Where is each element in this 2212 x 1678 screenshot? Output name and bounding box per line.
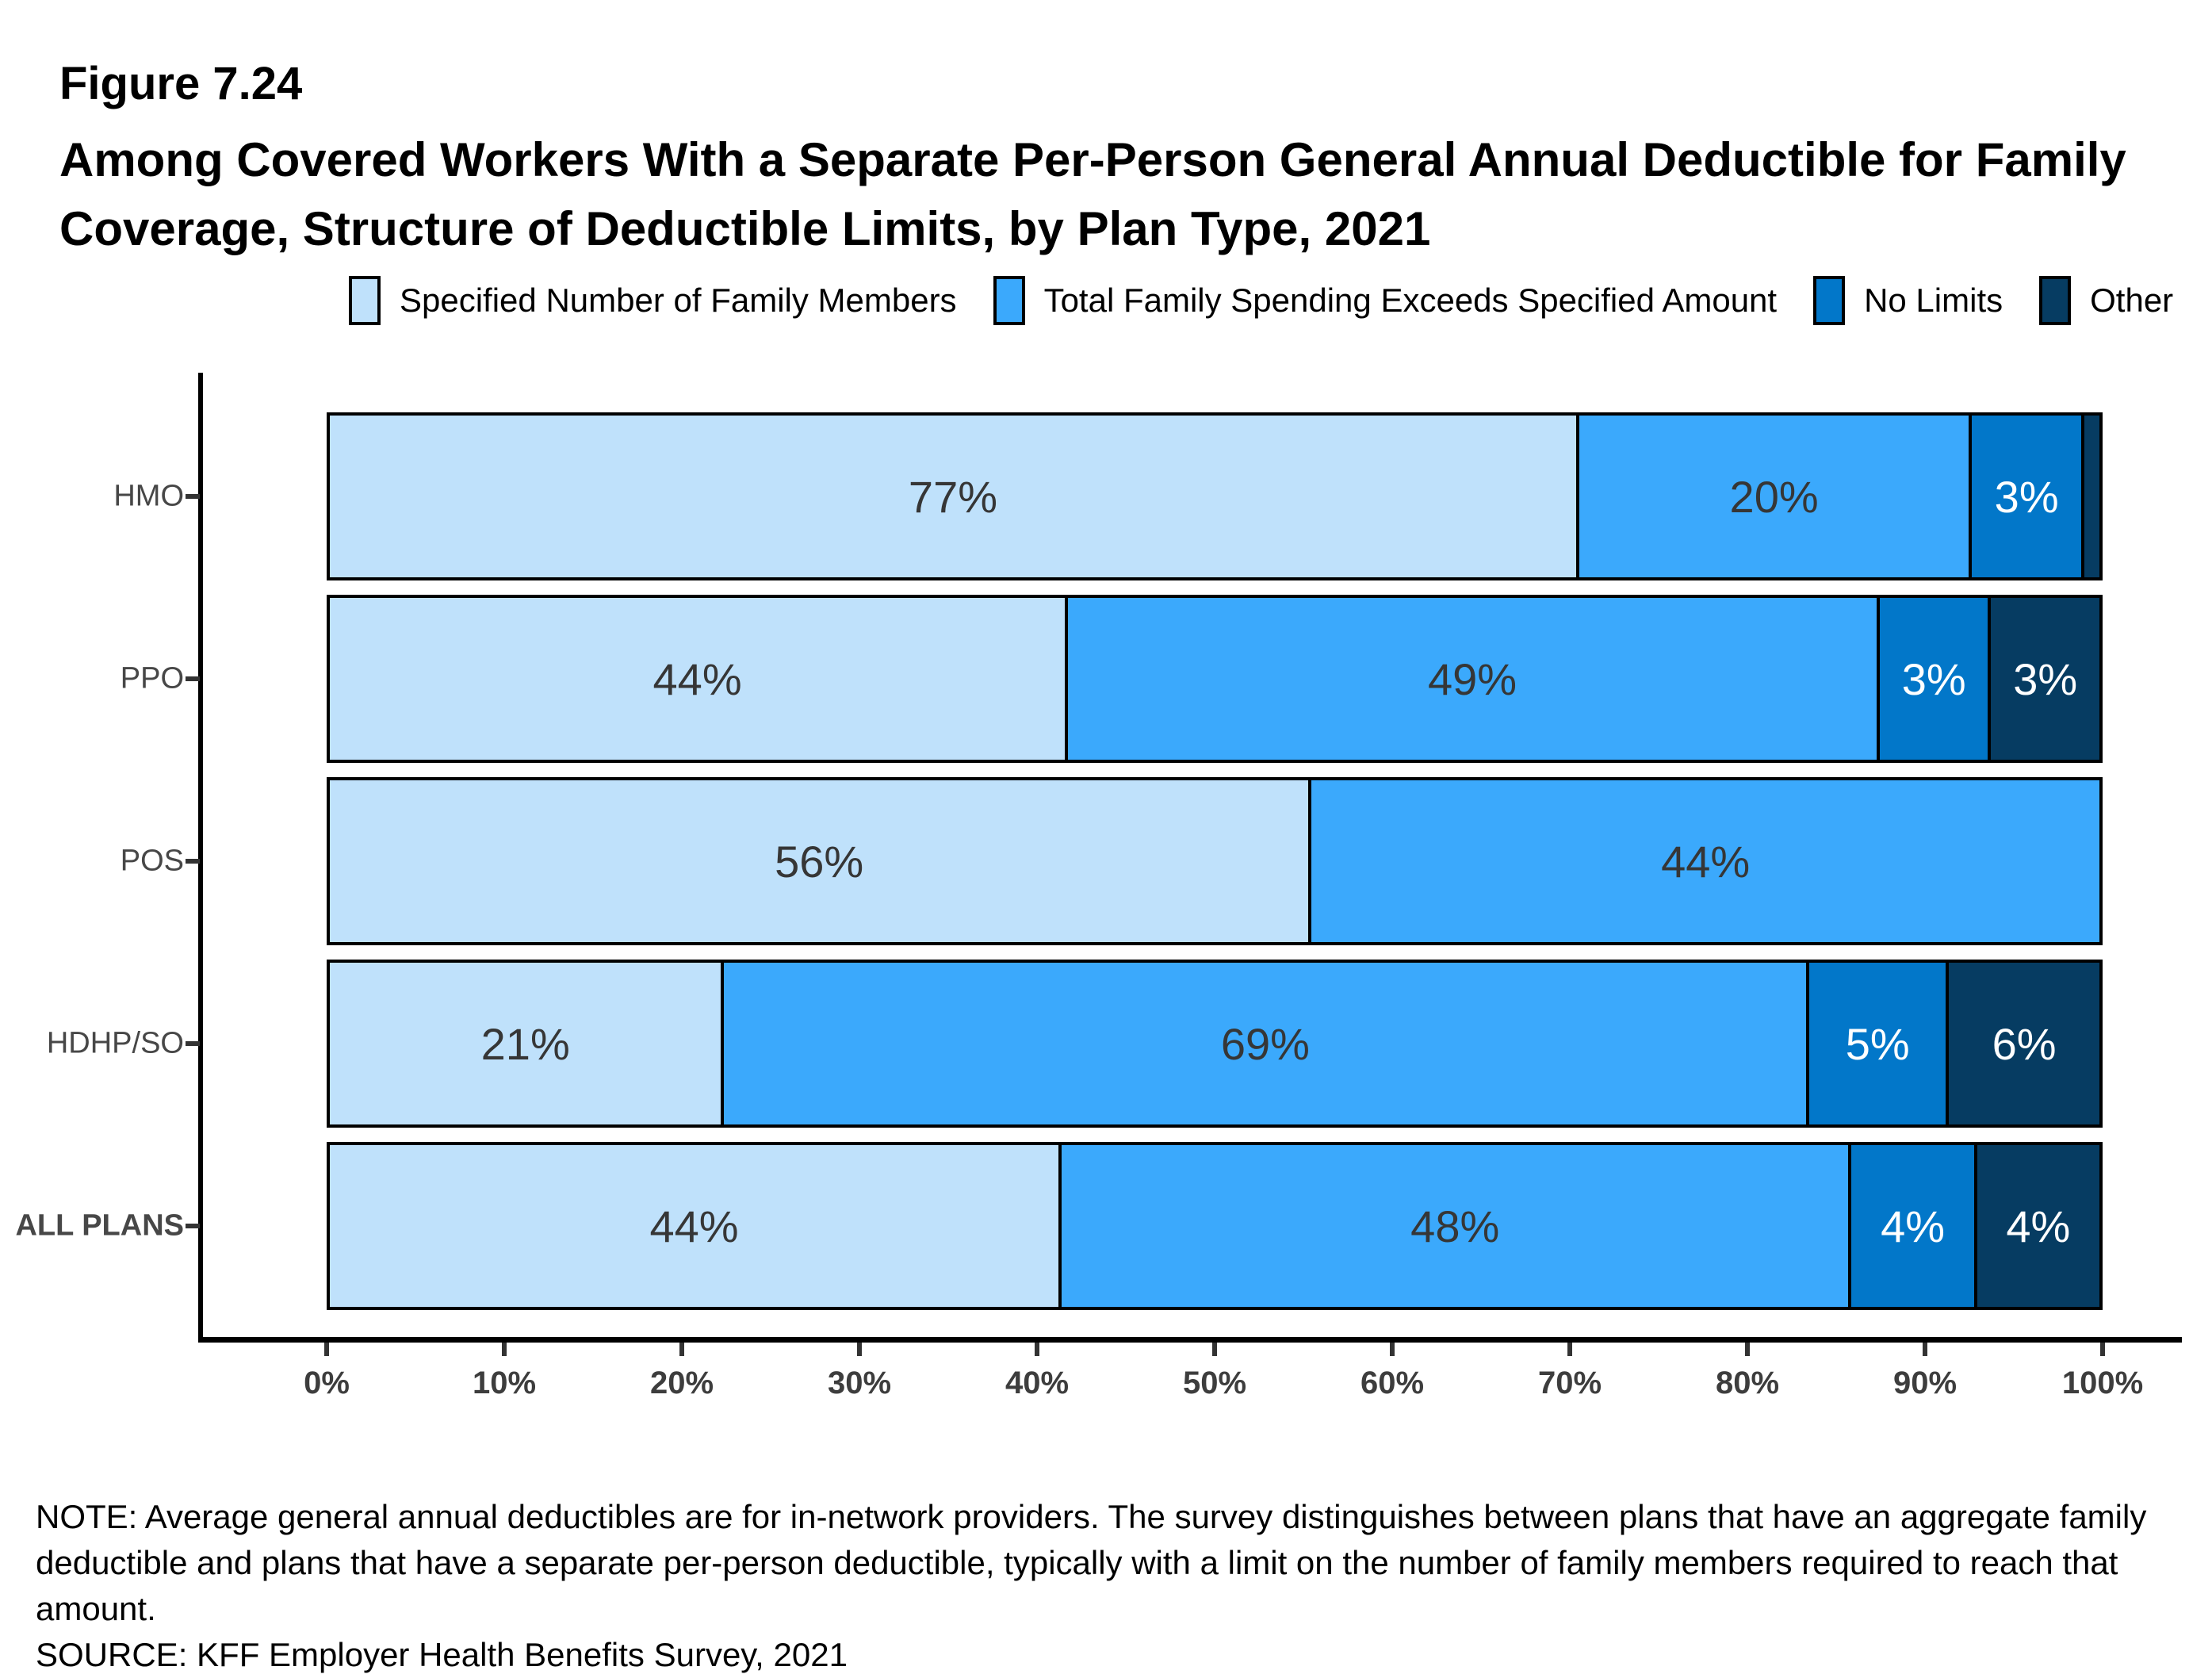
y-axis-tick xyxy=(186,1041,200,1046)
x-axis-tick-label: 40% xyxy=(1005,1366,1070,1400)
bar-value-label: 77% xyxy=(908,471,998,522)
bar-segment: 44% xyxy=(1308,780,2099,942)
bar-segment: 21% xyxy=(330,963,721,1124)
bar-segment: 48% xyxy=(1058,1145,1849,1307)
bar-segment: 77% xyxy=(330,416,1576,577)
bar-value-label: 44% xyxy=(1661,836,1751,887)
bar-value-label: 4% xyxy=(1881,1201,1946,1251)
bar-segment: 56% xyxy=(330,780,1309,942)
bar-value-label: 56% xyxy=(775,836,864,887)
bar-segment: 5% xyxy=(1806,963,1946,1124)
bar-segment: 4% xyxy=(1973,1145,2100,1307)
note-line1: NOTE: Average general annual deductibles… xyxy=(36,1498,2147,1535)
bar-ppo: 44% 49% 3% 3% xyxy=(327,595,2103,763)
category-label-pos: POS xyxy=(120,844,184,878)
x-axis-tick-label: 20% xyxy=(649,1366,714,1400)
footnotes: NOTE: Average general annual deductibles… xyxy=(36,1494,2146,1678)
legend-swatch xyxy=(1813,276,1846,325)
note-line2: deductible and plans that have a separat… xyxy=(36,1544,2118,1581)
bar-segment: 6% xyxy=(1946,963,2099,1124)
bar-value-label: 4% xyxy=(2006,1201,2071,1251)
legend-swatch xyxy=(349,276,381,325)
chart-title-line1: Among Covered Workers With a Separate Pe… xyxy=(59,133,2126,186)
legend-swatch xyxy=(993,276,1025,325)
x-axis-tick-label: 30% xyxy=(827,1366,892,1400)
bar-pos: 56% 44% xyxy=(327,777,2103,945)
bar-segment: 3% xyxy=(1876,598,1988,760)
x-axis-tick xyxy=(1035,1343,1039,1356)
x-axis-tick-label: 0% xyxy=(304,1366,350,1400)
chart-title: Among Covered Workers With a Separate Pe… xyxy=(59,125,2126,263)
legend-swatch xyxy=(2039,276,2072,325)
x-axis-tick xyxy=(1923,1343,1927,1356)
bar-value-label: 44% xyxy=(653,653,742,704)
bar-segment xyxy=(2081,416,2099,577)
legend-item-4: Other xyxy=(2039,276,2173,325)
x-axis-tick-label: 90% xyxy=(1892,1366,1958,1400)
y-axis-tick xyxy=(186,494,200,499)
x-axis-tick-label: 80% xyxy=(1715,1366,1780,1400)
bar-segment: 3% xyxy=(1969,416,2082,577)
x-axis-tick xyxy=(679,1343,684,1356)
bar-value-label: 5% xyxy=(1845,1018,1910,1069)
x-axis-line xyxy=(198,1337,2182,1343)
category-label-hmo: HMO xyxy=(113,479,184,513)
x-axis-tick xyxy=(1390,1343,1395,1356)
bar-value-label: 49% xyxy=(1428,653,1517,704)
source-line: SOURCE: KFF Employer Health Benefits Sur… xyxy=(36,1636,848,1673)
x-axis-tick-label: 10% xyxy=(472,1366,537,1400)
bar-hdhp-so: 21% 69% 5% 6% xyxy=(327,960,2103,1128)
bar-value-label: 69% xyxy=(1220,1018,1310,1069)
figure-number: Figure 7.24 xyxy=(59,58,303,109)
legend-label: Other xyxy=(2090,282,2174,319)
legend-item-2: Total Family Spending Exceeds Specified … xyxy=(993,276,1778,325)
legend-label: No Limits xyxy=(1864,282,2003,319)
x-axis-tick xyxy=(1745,1343,1750,1356)
bar-segment: 3% xyxy=(1988,598,2099,760)
x-axis-tick-label: 70% xyxy=(1537,1366,1602,1400)
bar-value-label: 6% xyxy=(1992,1018,2057,1069)
bar-segment: 20% xyxy=(1575,416,1969,577)
y-axis-tick xyxy=(186,1224,200,1228)
x-axis-tick xyxy=(502,1343,507,1356)
chart-title-line2: Coverage, Structure of Deductible Limits… xyxy=(59,202,1431,255)
legend-item-3: No Limits xyxy=(1813,276,2003,325)
chart-legend: Specified Number of Family Members Total … xyxy=(349,276,2173,325)
bar-hmo: 77% 20% 3% xyxy=(327,412,2103,580)
category-label-ppo: PPO xyxy=(120,661,184,695)
bar-value-label: 44% xyxy=(649,1201,739,1251)
legend-label: Total Family Spending Exceeds Specified … xyxy=(1043,282,1778,319)
y-axis-line xyxy=(198,373,203,1342)
bar-value-label: 3% xyxy=(2013,653,2078,704)
bar-value-label: 21% xyxy=(480,1018,570,1069)
x-axis-tick xyxy=(2100,1343,2105,1356)
x-axis-tick-label: 50% xyxy=(1182,1366,1247,1400)
bar-value-label: 3% xyxy=(1901,653,1966,704)
x-axis-tick xyxy=(1212,1343,1217,1356)
x-axis-tick xyxy=(857,1343,862,1356)
y-axis-tick xyxy=(186,859,200,864)
y-axis-tick xyxy=(186,676,200,681)
legend-label: Specified Number of Family Members xyxy=(400,282,957,319)
bar-segment: 44% xyxy=(330,1145,1059,1307)
bar-segment: 44% xyxy=(330,598,1066,760)
bar-value-label: 48% xyxy=(1410,1201,1500,1251)
x-axis-tick-label: 60% xyxy=(1360,1366,1425,1400)
note-line3: amount. xyxy=(36,1590,156,1627)
bar-segment: 49% xyxy=(1065,598,1877,760)
bar-segment: 4% xyxy=(1848,1145,1974,1307)
x-axis-tick-label: 100% xyxy=(2061,1366,2144,1400)
legend-item-1: Specified Number of Family Members xyxy=(349,276,957,325)
category-label-all-plans: ALL PLANS xyxy=(15,1209,184,1243)
bar-value-label: 3% xyxy=(1994,471,2059,522)
x-axis-tick xyxy=(1567,1343,1572,1356)
bar-all-plans: 44% 48% 4% 4% xyxy=(327,1142,2103,1310)
category-label-hdhp-so: HDHP/SO xyxy=(46,1026,184,1060)
bar-value-label: 20% xyxy=(1729,471,1819,522)
x-axis-tick xyxy=(324,1343,329,1356)
bar-segment: 69% xyxy=(721,963,1807,1124)
